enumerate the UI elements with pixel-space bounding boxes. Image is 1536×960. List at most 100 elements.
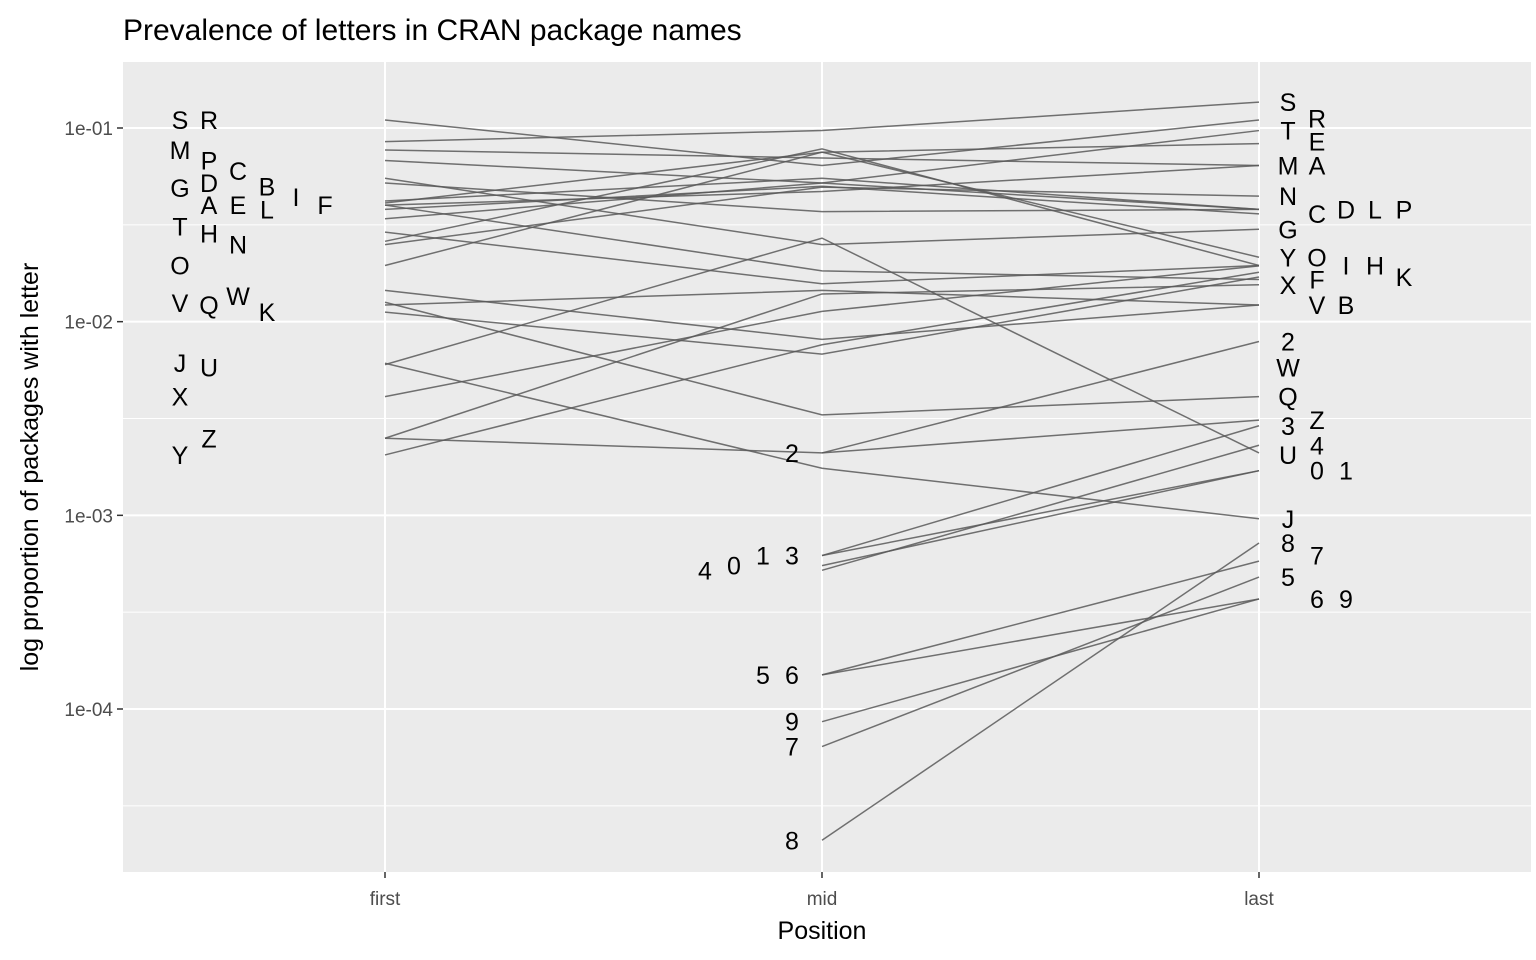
point-label-U: U (200, 354, 218, 382)
series-line-H (384, 231, 1260, 285)
series-line-S (384, 101, 1260, 143)
series-line-X (384, 284, 1260, 439)
series-line-N (384, 186, 1260, 246)
point-label-X: X (172, 384, 189, 412)
point-label-Y: Y (172, 442, 189, 470)
x-tick-label-last: last (1244, 889, 1274, 910)
y-axis-ticks: 1e-04 1e-03 1e-02 1e-01 (64, 119, 123, 721)
point-label-R: R (1308, 105, 1326, 133)
plot-panel (123, 62, 1531, 872)
point-label-F: F (317, 192, 332, 220)
series-lines (384, 101, 1260, 841)
point-label-9: 9 (785, 709, 799, 737)
series-line-7 (821, 576, 1260, 748)
point-label-2: 2 (785, 440, 799, 468)
series-line-M (384, 149, 1260, 167)
point-label-E: E (230, 192, 247, 220)
point-label-W: W (1276, 354, 1300, 382)
point-label-A: A (201, 192, 218, 220)
point-label-Q: Q (1278, 384, 1297, 412)
point-label-J: J (174, 350, 187, 378)
point-label-K: K (1396, 264, 1413, 292)
point-label-4: 4 (1310, 432, 1324, 460)
series-line-L (384, 177, 1260, 211)
series-line-9 (821, 598, 1260, 723)
point-label-S: S (1280, 89, 1297, 117)
series-line-D (384, 182, 1260, 213)
point-label-7: 7 (785, 734, 799, 762)
point-label-Y: Y (1280, 244, 1297, 272)
y-tick-label: 1e-04 (64, 700, 113, 721)
point-label-F: F (1309, 267, 1324, 295)
point-label-Z: Z (201, 425, 216, 453)
point-label-I: I (293, 184, 300, 212)
point-label-0: 0 (1310, 458, 1324, 486)
x-axis-ticks: first mid last (370, 872, 1274, 910)
series-line-I (384, 148, 1260, 267)
point-label-I: I (1343, 252, 1350, 280)
point-label-J: J (1282, 506, 1295, 534)
point-label-K: K (259, 299, 276, 327)
point-label-5: 5 (756, 662, 770, 690)
series-line-G (384, 177, 1260, 246)
point-label-L: L (1368, 196, 1382, 224)
series-line-W (384, 237, 1260, 454)
point-label-9: 9 (1339, 586, 1353, 614)
point-label-D: D (1337, 196, 1355, 224)
gridlines (123, 62, 1531, 872)
series-line-V (384, 289, 1260, 341)
point-label-3: 3 (785, 543, 799, 571)
series-line-3 (821, 425, 1260, 557)
point-label-M: M (1278, 153, 1299, 181)
x-tick-label-mid: mid (807, 889, 838, 910)
point-label-X: X (1280, 272, 1297, 300)
series-line-K (384, 276, 1260, 355)
point-label-P: P (201, 147, 218, 175)
point-label-W: W (226, 283, 250, 311)
y-tick-label: 1e-02 (64, 313, 113, 334)
series-line-Q (384, 301, 1260, 416)
x-tick-label-first: first (370, 889, 401, 910)
point-label-G: G (170, 175, 189, 203)
series-line-4 (821, 444, 1260, 572)
point-label-8: 8 (1281, 530, 1295, 558)
series-line-R (384, 119, 1260, 167)
point-label-7: 7 (1310, 543, 1324, 571)
y-tick-label: 1e-03 (64, 506, 113, 527)
point-label-L: L (260, 196, 274, 224)
point-label-1: 1 (1339, 458, 1353, 486)
point-label-U: U (1279, 442, 1297, 470)
point-label-Z: Z (1309, 407, 1324, 435)
point-label-O: O (1307, 244, 1326, 272)
point-label-G: G (1278, 216, 1297, 244)
point-label-T: T (1280, 118, 1295, 146)
point-label-V: V (172, 290, 189, 318)
chart-title: Prevalence of letters in CRAN package na… (123, 14, 742, 47)
series-line-C (384, 185, 1260, 215)
series-line-Y (384, 271, 1260, 456)
point-label-H: H (1366, 252, 1384, 280)
point-label-P: P (1396, 196, 1413, 224)
point-label-E: E (1309, 129, 1326, 157)
point-label-B: B (1338, 292, 1355, 320)
point-label-8: 8 (785, 827, 799, 855)
series-line-B (384, 289, 1260, 306)
point-label-H: H (200, 221, 218, 249)
series-line-2 (821, 340, 1260, 454)
point-label-M: M (170, 137, 191, 165)
point-label-6: 6 (785, 662, 799, 690)
point-label-0: 0 (727, 553, 741, 581)
point-label-1: 1 (756, 543, 770, 571)
point-label-2: 2 (1281, 328, 1295, 356)
series-line-1 (821, 469, 1260, 557)
point-label-A: A (1309, 153, 1326, 181)
point-label-V: V (1309, 292, 1326, 320)
x-axis-title: Position (778, 917, 867, 945)
y-tick-label: 1e-01 (64, 119, 113, 140)
point-label-C: C (229, 158, 247, 186)
y-axis-title: log proportion of packages with letter (16, 263, 44, 672)
point-label-N: N (229, 232, 247, 260)
series-line-U (384, 265, 1260, 398)
